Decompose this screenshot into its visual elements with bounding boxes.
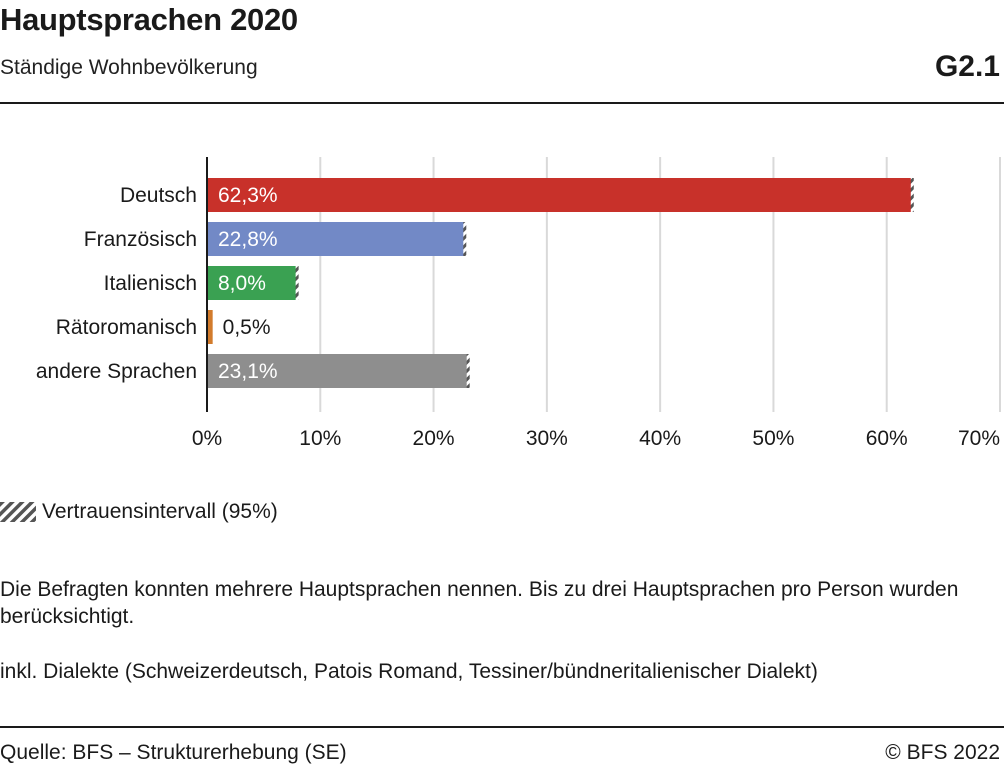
x-tick-label: 60% [866,427,908,450]
confidence-interval [910,178,914,212]
x-tick-label: 30% [526,427,568,450]
category-label: Deutsch [120,184,197,207]
chart-code: G2.1 [934,50,1000,83]
bar [208,354,469,388]
x-tick-label: 50% [752,427,794,450]
x-tick-label: 20% [413,427,455,450]
confidence-interval [466,354,470,388]
category-label: Rätoromanisch [56,316,197,339]
value-label: 22,8% [218,228,278,251]
header-divider [0,102,1004,104]
note-multiple-languages: Die Befragten konnten mehrere Hauptsprac… [0,578,959,628]
value-label: 0,5% [223,316,271,339]
bar [208,266,298,300]
confidence-interval [463,222,467,256]
source-text: Quelle: BFS – Strukturerhebung (SE) [0,741,347,764]
category-label: Italienisch [104,272,197,295]
bar [208,178,913,212]
chart-title: Hauptsprachen 2020 [0,2,298,37]
legend-ci-label: Vertrauensintervall (95%) [42,500,278,523]
x-tick-label: 40% [639,427,681,450]
value-label: 8,0% [218,272,266,295]
confidence-interval [295,266,299,300]
copyright-text: © BFS 2022 [885,741,1000,764]
note-dialects: inkl. Dialekte (Schweizerdeutsch, Patois… [0,660,818,683]
hatch-swatch-icon [0,502,36,522]
chart-subtitle: Ständige Wohnbevölkerung [0,56,258,79]
x-tick-label: 10% [299,427,341,450]
value-label: 23,1% [218,360,278,383]
x-tick-label: 70% [958,427,1000,450]
bar [208,310,213,344]
bar-chart: 0% 10% 20% 30% 40% 50% 60% 70% Deutsch 62,3% Franz… [36,157,1001,450]
x-tick-label: 0% [192,427,222,450]
bar [208,222,466,256]
legend: Vertrauensintervall (95%) [0,500,278,524]
value-label: 62,3% [218,184,278,207]
category-label: Französisch [84,228,197,251]
footer-divider [0,726,1004,728]
category-label: andere Sprachen [36,360,197,383]
